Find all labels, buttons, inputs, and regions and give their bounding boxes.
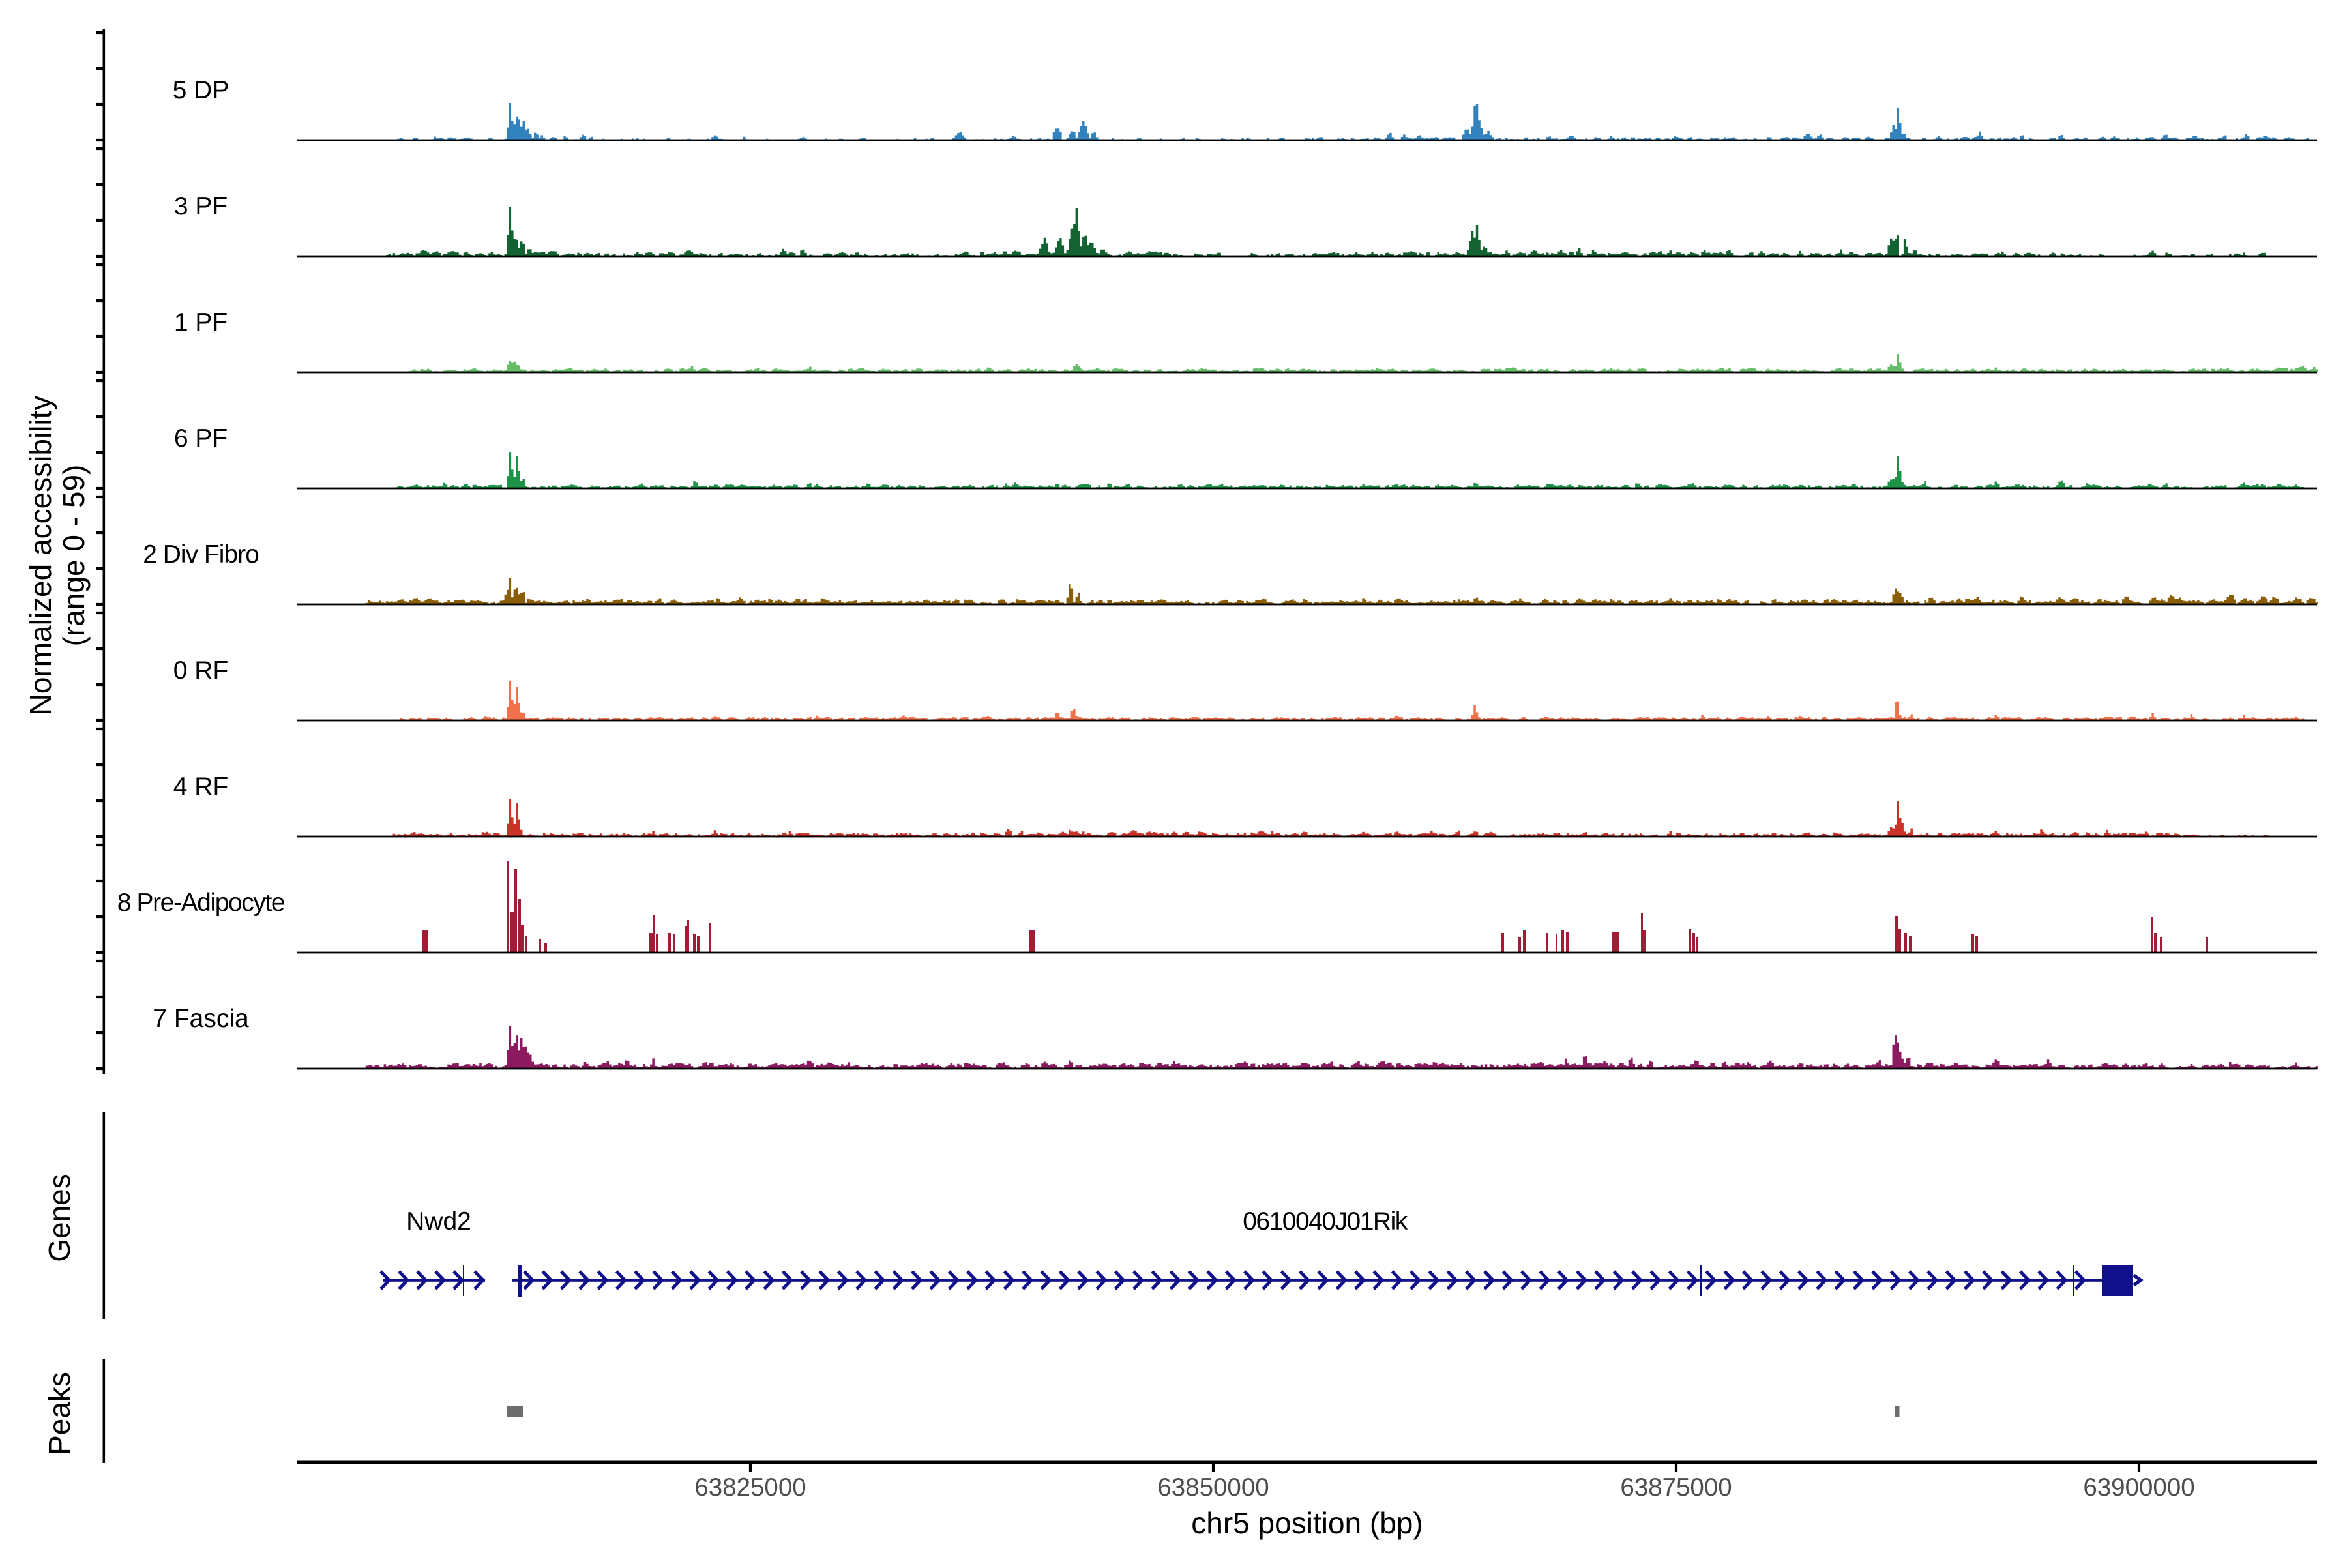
svg-text:(range 0 - 59): (range 0 - 59) <box>57 465 91 647</box>
svg-text:5 DP: 5 DP <box>173 76 229 104</box>
svg-text:2 Div Fibro: 2 Div Fibro <box>143 540 259 569</box>
svg-text:chr5 position (bp): chr5 position (bp) <box>1191 1506 1423 1540</box>
svg-text:3 PF: 3 PF <box>174 192 228 220</box>
svg-text:Normalized accessibility: Normalized accessibility <box>23 396 57 716</box>
svg-text:6 PF: 6 PF <box>174 424 228 452</box>
svg-text:Genes: Genes <box>42 1174 76 1262</box>
svg-text:4 RF: 4 RF <box>173 773 229 801</box>
svg-text:63900000: 63900000 <box>2083 1473 2194 1501</box>
svg-text:8 Pre-Adipocyte: 8 Pre-Adipocyte <box>117 889 284 917</box>
svg-text:63825000: 63825000 <box>694 1473 806 1501</box>
svg-text:7 Fascia: 7 Fascia <box>153 1005 249 1033</box>
svg-text:0610040J01Rik: 0610040J01Rik <box>1243 1207 1408 1235</box>
svg-text:1 PF: 1 PF <box>174 308 228 336</box>
svg-text:63875000: 63875000 <box>1620 1473 1732 1501</box>
svg-text:0 RF: 0 RF <box>173 657 229 685</box>
svg-text:Nwd2: Nwd2 <box>406 1207 471 1235</box>
svg-text:Peaks: Peaks <box>42 1372 76 1455</box>
svg-text:63850000: 63850000 <box>1157 1473 1269 1501</box>
